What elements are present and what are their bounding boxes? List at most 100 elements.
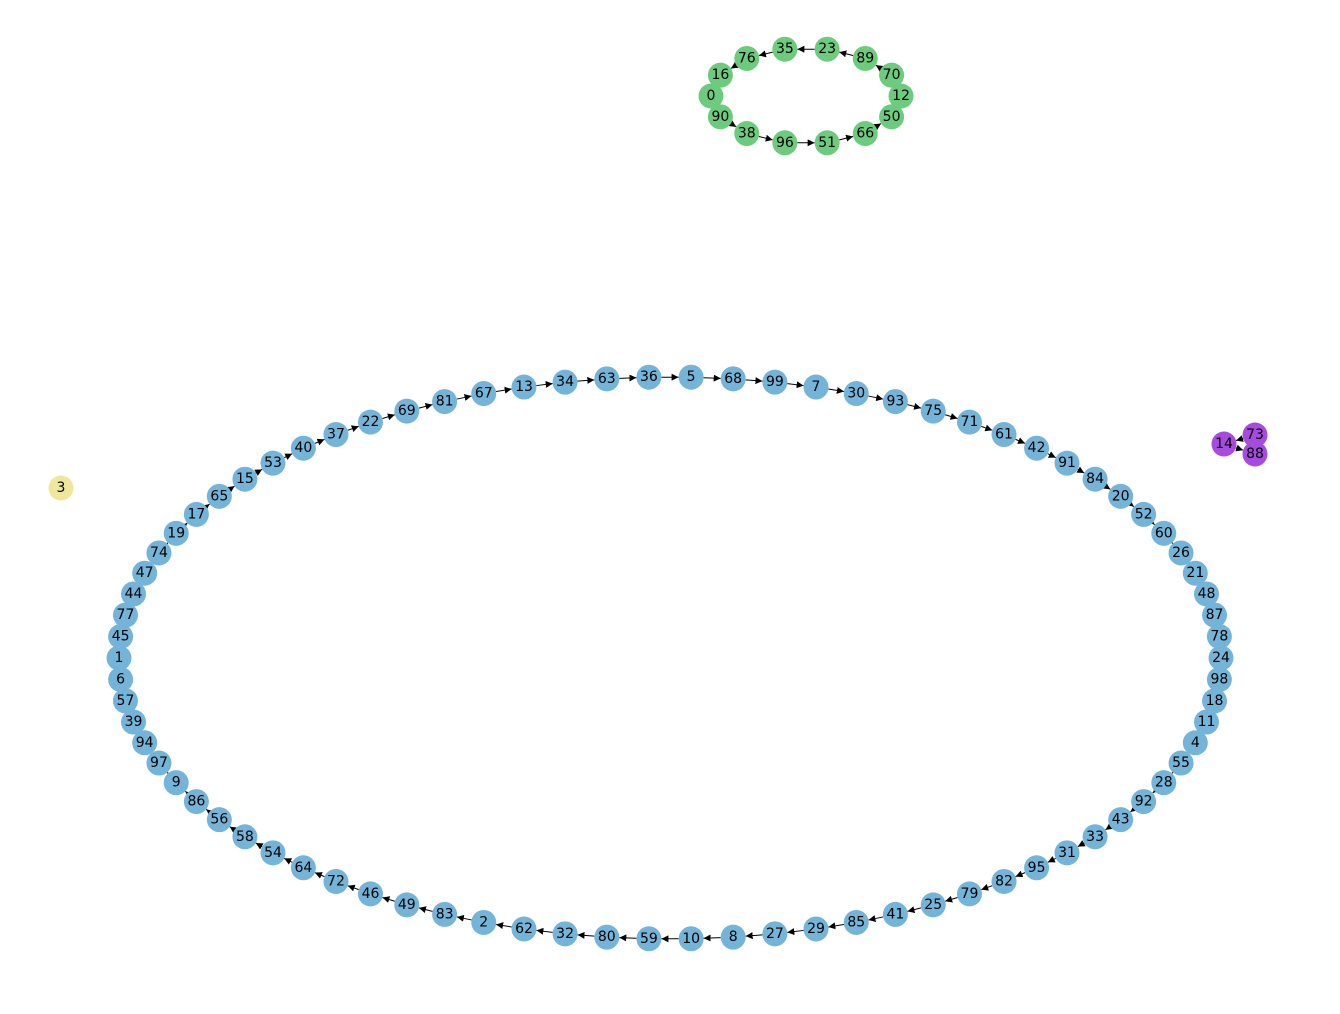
node-circle-89 [852, 45, 878, 71]
node-66: 66 [852, 121, 878, 147]
edge-55-28 [1171, 765, 1180, 774]
node-circle-63 [594, 366, 620, 392]
edge-34-63 [577, 376, 595, 384]
node-label-50: 50 [883, 109, 901, 125]
edge-83-49 [418, 906, 433, 914]
node-0: 0 [698, 83, 724, 109]
edge-72-64 [314, 872, 325, 879]
node-label-84: 84 [1086, 471, 1104, 487]
node-64: 64 [290, 855, 316, 881]
node-69: 69 [394, 398, 420, 424]
node-77: 77 [112, 602, 138, 628]
node-88: 88 [1242, 441, 1268, 467]
node-label-65: 65 [210, 488, 228, 504]
node-circle-84 [1082, 466, 1108, 492]
node-circle-13 [511, 374, 537, 400]
node-71: 71 [957, 409, 983, 435]
edge-7-30 [828, 386, 844, 394]
node-62: 62 [511, 916, 537, 942]
node-46: 46 [357, 881, 383, 907]
node-label-41: 41 [886, 906, 904, 922]
edge-14-88 [1235, 444, 1244, 452]
node-label-30: 30 [847, 386, 865, 402]
node-label-45: 45 [112, 628, 130, 644]
node-label-43: 43 [1112, 812, 1130, 828]
node-label-38: 38 [738, 126, 756, 142]
node-label-62: 62 [515, 921, 533, 937]
edge-28-92 [1152, 785, 1161, 794]
node-label-72: 72 [327, 873, 345, 889]
node-label-66: 66 [856, 126, 874, 142]
node-11: 11 [1194, 709, 1220, 735]
edge-99-7 [787, 381, 804, 389]
node-circle-8 [720, 924, 746, 950]
node-36: 36 [636, 364, 662, 390]
node-label-31: 31 [1058, 845, 1076, 861]
node-54: 54 [260, 840, 286, 866]
node-21: 21 [1182, 560, 1208, 586]
node-label-39: 39 [125, 714, 143, 730]
node-29: 29 [803, 916, 829, 942]
node-circle-4 [1182, 730, 1208, 756]
node-circle-47 [132, 560, 158, 586]
edge-15-53 [254, 468, 263, 476]
node-label-24: 24 [1212, 650, 1230, 666]
node-circle-91 [1054, 450, 1080, 476]
edge-85-29 [828, 922, 844, 930]
node-label-60: 60 [1155, 525, 1173, 541]
edge-35-76 [758, 50, 773, 58]
edge-25-41 [907, 906, 922, 914]
node-19: 19 [163, 520, 189, 546]
node-label-6: 6 [116, 672, 125, 688]
node-circle-27 [762, 921, 788, 947]
node-label-80: 80 [598, 929, 616, 945]
edge-2-83 [456, 914, 472, 922]
node-86: 86 [183, 789, 209, 815]
node-99: 99 [762, 369, 788, 395]
node-2: 2 [471, 909, 497, 935]
node-label-37: 37 [327, 427, 345, 443]
node-circle-29 [803, 916, 829, 942]
node-circle-23 [814, 36, 840, 62]
node-label-78: 78 [1210, 628, 1228, 644]
edge-40-37 [314, 438, 325, 446]
node-6: 6 [108, 667, 134, 693]
edge-53-40 [283, 453, 293, 460]
node-label-48: 48 [1198, 586, 1216, 602]
node-circle-37 [323, 422, 349, 448]
node-13: 13 [511, 374, 537, 400]
node-label-7: 7 [812, 379, 821, 395]
node-circle-80 [594, 924, 620, 950]
node-circle-11 [1194, 709, 1220, 735]
node-12: 12 [888, 83, 914, 109]
node-label-36: 36 [640, 369, 658, 385]
node-label-25: 25 [924, 897, 942, 913]
node-circle-77 [112, 602, 138, 628]
node-circle-32 [552, 921, 578, 947]
node-31: 31 [1054, 840, 1080, 866]
node-circle-18 [1202, 688, 1228, 714]
node-circle-21 [1182, 560, 1208, 586]
node-70: 70 [879, 62, 905, 88]
node-circle-55 [1168, 750, 1194, 776]
edge-20-52 [1126, 499, 1135, 508]
node-circle-59 [636, 926, 662, 952]
node-label-70: 70 [883, 67, 901, 83]
node-42: 42 [1024, 435, 1050, 461]
node-circle-9 [163, 770, 189, 796]
edge-51-66 [839, 134, 854, 142]
edge-84-20 [1102, 482, 1111, 490]
node-51: 51 [814, 130, 840, 156]
node-circle-65 [206, 483, 232, 509]
node-label-94: 94 [136, 735, 154, 751]
node-label-64: 64 [294, 860, 312, 876]
node-circle-87 [1202, 602, 1228, 628]
node-label-21: 21 [1186, 565, 1204, 581]
node-label-95: 95 [1028, 860, 1046, 876]
node-28: 28 [1151, 770, 1177, 796]
node-circle-16 [707, 62, 733, 88]
node-label-47: 47 [136, 565, 154, 581]
edge-82-79 [981, 883, 993, 891]
edge-17-65 [201, 503, 210, 512]
